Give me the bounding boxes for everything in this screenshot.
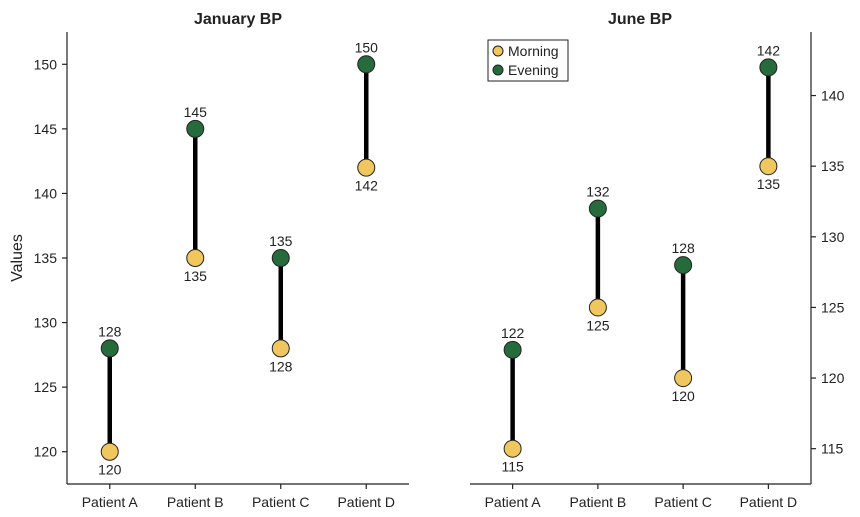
y-tick-label: 130 xyxy=(34,315,58,331)
y-tick-label: 150 xyxy=(34,56,58,72)
x-tick-label: Patient B xyxy=(569,494,626,510)
evening-point xyxy=(503,340,522,359)
y-tick-label: 125 xyxy=(34,379,58,395)
evening-point xyxy=(271,249,290,267)
legend-evening-label: Evening xyxy=(508,62,559,78)
y-tick-label: 120 xyxy=(821,370,845,386)
y-tick-label: 135 xyxy=(821,158,845,174)
morning-point xyxy=(759,157,778,176)
panel-june: June BP 115 120 125 130 135 140 Patient A Patie… xyxy=(470,11,845,510)
morning-data-label: 120 xyxy=(98,462,122,478)
evening-data-label: 128 xyxy=(98,323,122,339)
morning-data-label: 115 xyxy=(501,459,524,475)
evening-data-label: 142 xyxy=(757,42,781,58)
y-tick-label: 140 xyxy=(34,185,58,201)
evening-data-label: 145 xyxy=(184,104,208,120)
evening-data-label: 128 xyxy=(671,240,695,256)
legend-evening-marker xyxy=(492,64,504,76)
legend: Morning Evening xyxy=(487,39,569,82)
evening-data-label: 122 xyxy=(501,325,525,341)
y-tick-label: 135 xyxy=(34,250,58,266)
legend-morning-marker xyxy=(492,45,504,57)
morning-point xyxy=(186,249,205,267)
y-tick-label: 120 xyxy=(34,444,58,460)
morning-data-label: 142 xyxy=(355,178,379,194)
evening-point xyxy=(588,199,607,218)
evening-point xyxy=(100,339,119,358)
evening-point xyxy=(357,55,376,74)
y-tick-label: 130 xyxy=(821,229,845,245)
morning-data-label: 125 xyxy=(586,317,610,333)
y-tick-label: 140 xyxy=(821,88,845,104)
evening-point xyxy=(186,119,205,138)
x-tick-label: Patient C xyxy=(252,494,310,510)
panel-title: January BP xyxy=(194,11,282,28)
x-tick-label: Patient D xyxy=(740,494,798,510)
morning-point xyxy=(357,158,376,177)
y-tick-label: 145 xyxy=(34,121,58,137)
morning-data-label: 120 xyxy=(671,388,695,404)
evening-point xyxy=(674,256,693,275)
panel-title: June BP xyxy=(608,11,672,28)
morning-point xyxy=(503,439,522,458)
y-tick-label: 115 xyxy=(821,441,844,457)
morning-point xyxy=(271,339,290,358)
evening-data-label: 135 xyxy=(269,233,293,249)
evening-point xyxy=(759,58,778,77)
x-tick-label: Patient C xyxy=(654,494,712,510)
evening-data-label: 150 xyxy=(355,39,379,55)
morning-data-label: 135 xyxy=(184,268,208,284)
y-tick-label: 125 xyxy=(821,299,845,315)
x-tick-label: Patient B xyxy=(167,494,224,510)
panel-january: January BP 120 125 130 135 140 145 150 Patient … xyxy=(34,11,409,510)
morning-data-label: 128 xyxy=(269,358,293,374)
morning-point xyxy=(674,369,693,388)
evening-data-label: 132 xyxy=(586,184,610,200)
morning-data-label: 135 xyxy=(757,176,781,192)
y-axis-label: Values xyxy=(9,234,26,282)
legend-morning-label: Morning xyxy=(508,43,559,59)
morning-point xyxy=(588,298,607,317)
x-tick-label: Patient A xyxy=(485,494,542,510)
morning-point xyxy=(100,442,119,461)
x-tick-label: Patient D xyxy=(337,494,395,510)
x-tick-label: Patient A xyxy=(82,494,139,510)
